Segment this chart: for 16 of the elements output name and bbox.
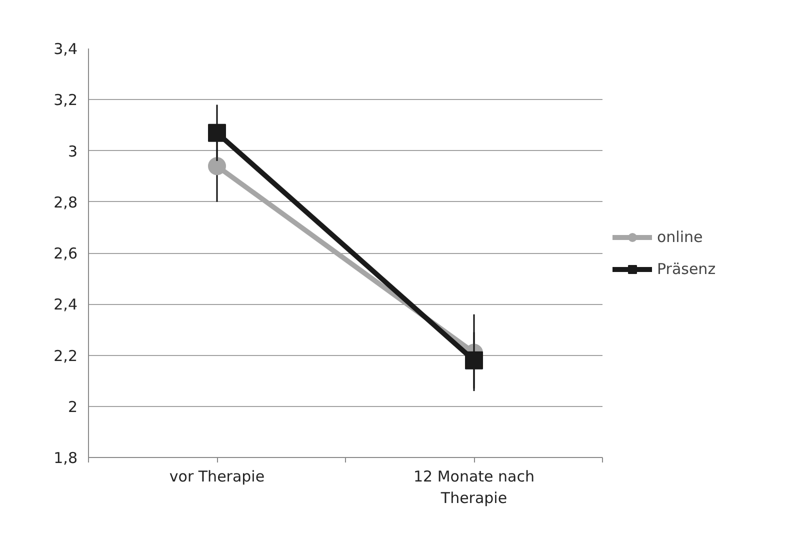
- y-tick-label: 2,4: [54, 296, 78, 314]
- point: [208, 157, 226, 176]
- legend-label: online: [657, 228, 703, 246]
- y-tick-label: 2,2: [54, 346, 78, 365]
- y-tick-label: 2,6: [54, 244, 78, 262]
- y-tick-label: 2,8: [54, 193, 78, 212]
- y-tick-label: 2: [68, 398, 78, 416]
- x-tick-label: 12 Monate nach Therapie: [414, 468, 535, 508]
- point: [208, 124, 226, 142]
- y-tick-label: 3: [68, 142, 78, 160]
- y-tick-label: 3,2: [54, 91, 78, 110]
- y-tick-label: 3,4: [54, 40, 78, 58]
- point: [465, 351, 483, 370]
- x-tick-label: vor Therapie: [169, 468, 265, 486]
- y-tick-label: 1,8: [54, 449, 78, 467]
- legend-label: Präsenz: [657, 260, 716, 278]
